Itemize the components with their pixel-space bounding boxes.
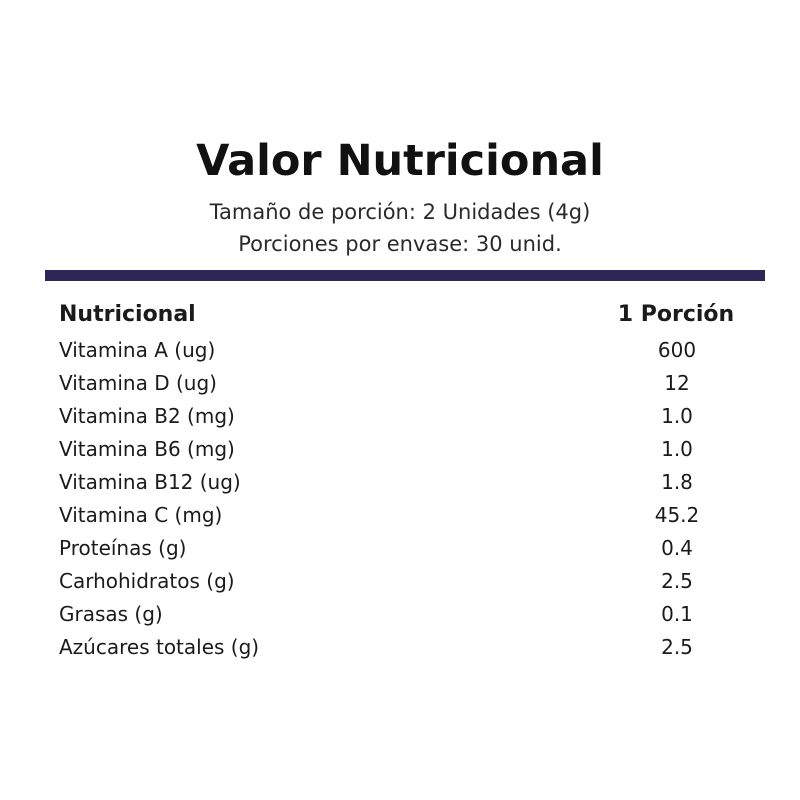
table-row: Vitamina B12 (ug) 1.8 [59, 466, 749, 499]
table-row: Proteínas (g) 0.4 [59, 532, 749, 565]
nutrient-name: Vitamina A (ug) [59, 338, 216, 362]
nutrient-name: Grasas (g) [59, 602, 163, 626]
servings-per-container-text: Porciones por envase: 30 unid. [238, 232, 562, 256]
table-row: Vitamina A (ug) 600 [59, 334, 749, 367]
table-row: Vitamina D (ug) 12 [59, 367, 749, 400]
nutrient-name: Vitamina C (mg) [59, 503, 223, 527]
nutrient-value: 1.0 [661, 404, 693, 428]
nutrition-table: Nutricional 1 Porción Vitamina A (ug) 60… [59, 298, 749, 664]
nutrient-name: Vitamina B2 (mg) [59, 404, 235, 428]
nutrient-value: 2.5 [661, 569, 693, 593]
nutrient-value: 12 [664, 371, 690, 395]
nutrient-name: Carhohidratos (g) [59, 569, 235, 593]
table-row: Vitamina B6 (mg) 1.0 [59, 433, 749, 466]
nutrient-value: 45.2 [654, 503, 700, 527]
table-row: Vitamina B2 (mg) 1.0 [59, 400, 749, 433]
nutrient-value: 0.4 [661, 536, 693, 560]
nutrient-value: 0.1 [661, 602, 693, 626]
nutrient-value: 600 [657, 338, 697, 362]
table-header-row: Nutricional 1 Porción [59, 298, 749, 334]
column-header-portion: 1 Porción [617, 302, 735, 327]
column-header-nutrient: Nutricional [59, 302, 196, 327]
nutrient-name: Vitamina B12 (ug) [59, 470, 241, 494]
nutrient-name: Vitamina B6 (mg) [59, 437, 235, 461]
serving-size-text: Tamaño de porción: 2 Unidades (4g) [209, 200, 591, 224]
nutrient-name: Azúcares totales (g) [59, 635, 260, 659]
table-row: Carhohidratos (g) 2.5 [59, 565, 749, 598]
header-divider [45, 270, 765, 281]
nutrient-name: Vitamina D (ug) [59, 371, 217, 395]
nutrient-value: 1.8 [661, 470, 693, 494]
nutrient-value: 1.0 [661, 437, 693, 461]
table-row: Azúcares totales (g) 2.5 [59, 631, 749, 664]
table-row: Vitamina C (mg) 45.2 [59, 499, 749, 532]
nutrient-value: 2.5 [661, 635, 693, 659]
nutrient-name: Proteínas (g) [59, 536, 187, 560]
table-row: Grasas (g) 0.1 [59, 598, 749, 631]
page-title: Valor Nutricional [196, 136, 604, 186]
